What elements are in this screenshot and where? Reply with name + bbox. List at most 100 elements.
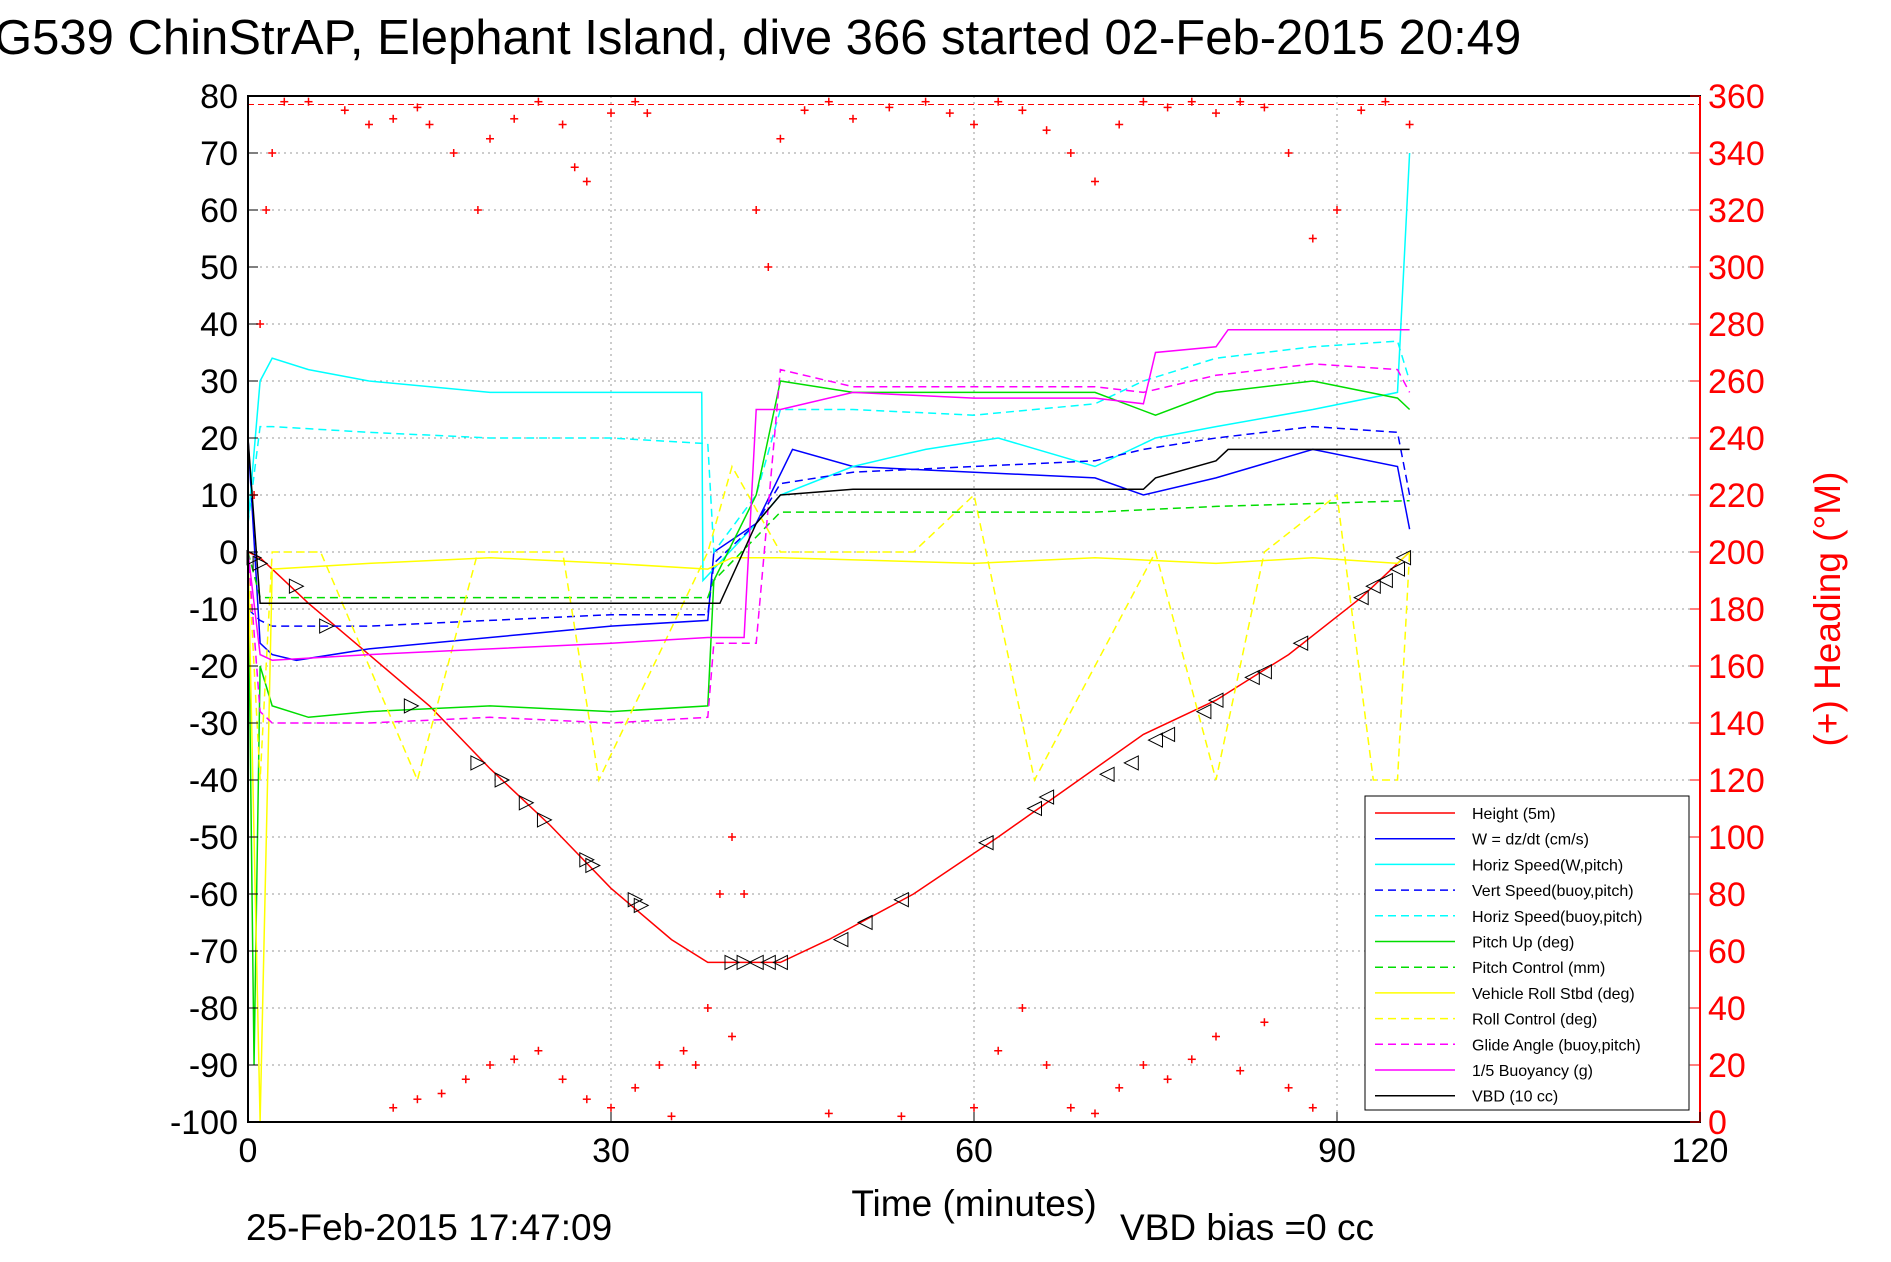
- triangle-marker: [1207, 692, 1224, 709]
- triangle-marker: [403, 698, 420, 714]
- heading-point: [461, 1075, 470, 1084]
- y-tick-label-right: 140: [1708, 705, 1765, 743]
- heading-point: [268, 149, 277, 157]
- heading-point: [885, 103, 894, 112]
- triangle-marker: [518, 794, 535, 811]
- triangle-marker: [1365, 578, 1381, 595]
- y-tick-label-right: 180: [1708, 591, 1765, 629]
- heading-point: [970, 1103, 978, 1112]
- series-line-pitch-up-deg: [247, 380, 1411, 1066]
- y-tick-label-right: 340: [1708, 135, 1765, 173]
- triangle-marker: [627, 891, 644, 908]
- heading-point: [304, 97, 313, 106]
- heading-point: [1284, 1083, 1293, 1092]
- y-tick-label-left: 50: [200, 249, 238, 287]
- y-tick-label-right: 120: [1708, 762, 1765, 800]
- legend-label: 1/5 Buoyancy (g): [1472, 1063, 1593, 1080]
- heading-point: [558, 120, 567, 129]
- heading-point: [607, 1103, 615, 1112]
- heading-point: [1187, 97, 1196, 106]
- triangle-marker: [288, 578, 305, 595]
- right-axis-label: (+) Heading (°M): [1807, 472, 1848, 747]
- heading-point: [1091, 1109, 1099, 1118]
- heading-point: [1115, 120, 1124, 129]
- heading-point: [740, 890, 749, 898]
- y-tick-label-right: 280: [1708, 306, 1765, 344]
- series-line-vehicle-roll-stbd-deg: [247, 551, 1411, 1123]
- y-tick-label-left: 80: [200, 78, 238, 116]
- triangle-marker: [252, 555, 269, 572]
- heading-point: [1115, 1083, 1124, 1092]
- heading-point: [715, 890, 724, 898]
- triangle-marker: [1098, 766, 1115, 783]
- legend: Height (5m) W = dz/dt (cm/s) Horiz Speed(W…: [1364, 795, 1690, 1111]
- heading-point: [1212, 1032, 1220, 1041]
- heading-point: [1163, 1075, 1172, 1084]
- heading-point: [582, 177, 591, 186]
- timestamp-footer: 25-Feb-2015 17:47:09: [246, 1207, 612, 1248]
- y-tick-label-right: 0: [1708, 1104, 1727, 1142]
- heading-point: [703, 1004, 712, 1012]
- chart-title: G539 ChinStrAP, Elephant Island, dive 36…: [0, 11, 1521, 65]
- heading-point: [655, 1061, 664, 1069]
- series-line-pitch-control-mm: [247, 499, 1410, 599]
- heading-point: [389, 1103, 398, 1112]
- heading-point: [1042, 1061, 1051, 1069]
- heading-point: [764, 263, 773, 271]
- series-line-horiz-speed-w-pitch: [247, 152, 1411, 583]
- heading-point: [994, 1046, 1003, 1055]
- triangle-marker: [977, 834, 994, 851]
- grid-lines: [248, 96, 1700, 1122]
- heading-point: [1381, 97, 1390, 106]
- triangle-marker: [736, 954, 753, 971]
- y-tick-label-right: 360: [1708, 78, 1765, 116]
- y-tick-label-right: 20: [1708, 1047, 1746, 1085]
- heading-point: [1187, 1055, 1196, 1064]
- triangle-marker: [1244, 669, 1260, 686]
- y-tick-label-left: -80: [189, 990, 238, 1028]
- legend-label: Vert Speed(buoy,pitch): [1472, 883, 1634, 900]
- y-tick-label-right: 220: [1708, 477, 1765, 515]
- heading-point: [1236, 97, 1245, 106]
- legend-label: Roll Control (deg): [1472, 1012, 1597, 1029]
- triangle-marker: [633, 897, 650, 914]
- y-tick-label-right: 260: [1708, 363, 1765, 401]
- y-tick-label-left: 40: [200, 306, 238, 344]
- y-tick-label-left: -90: [189, 1047, 238, 1085]
- heading-point: [800, 106, 809, 115]
- heading-point: [849, 114, 857, 123]
- heading-point: [1308, 1103, 1317, 1112]
- heading-point: [425, 120, 434, 129]
- heading-point: [1284, 149, 1293, 157]
- y-tick-label-left: 60: [200, 192, 238, 230]
- heading-point: [679, 1046, 688, 1055]
- series-line-w-dz-dt-cm-s: [247, 437, 1411, 662]
- y-tick-label-right: 240: [1708, 420, 1765, 458]
- heading-point: [1066, 1103, 1075, 1112]
- legend-label: Vehicle Roll Stbd (deg): [1472, 986, 1635, 1003]
- heading-point: [728, 1032, 736, 1041]
- heading-point: [631, 1083, 640, 1092]
- triangle-marker: [585, 857, 601, 874]
- axis-ticks: 80706050403020100-10-20-30-40-50-60-70-8…: [170, 78, 1765, 1170]
- heading-point: [1018, 1004, 1027, 1012]
- y-tick-label-left: 0: [219, 534, 238, 572]
- heading-point: [1091, 177, 1099, 186]
- heading-point: [510, 1055, 519, 1064]
- legend-label: Glide Angle (buoy,pitch): [1472, 1037, 1641, 1054]
- heading-point: [510, 114, 519, 123]
- y-tick-label-left: 30: [200, 363, 238, 401]
- y-tick-label-right: 40: [1708, 990, 1746, 1028]
- heading-point: [582, 1095, 591, 1104]
- legend-label: Pitch Up (deg): [1472, 935, 1574, 952]
- heading-point: [728, 833, 736, 841]
- legend-label: Height (5m): [1472, 806, 1556, 823]
- heading-point: [570, 163, 579, 172]
- plot-area: [246, 97, 1700, 1123]
- x-tick-label: 0: [239, 1132, 258, 1170]
- series-line-vbd-10-cc: [247, 437, 1410, 605]
- heading-point: [752, 206, 761, 214]
- heading-point: [1260, 103, 1269, 112]
- heading-point: [365, 120, 373, 129]
